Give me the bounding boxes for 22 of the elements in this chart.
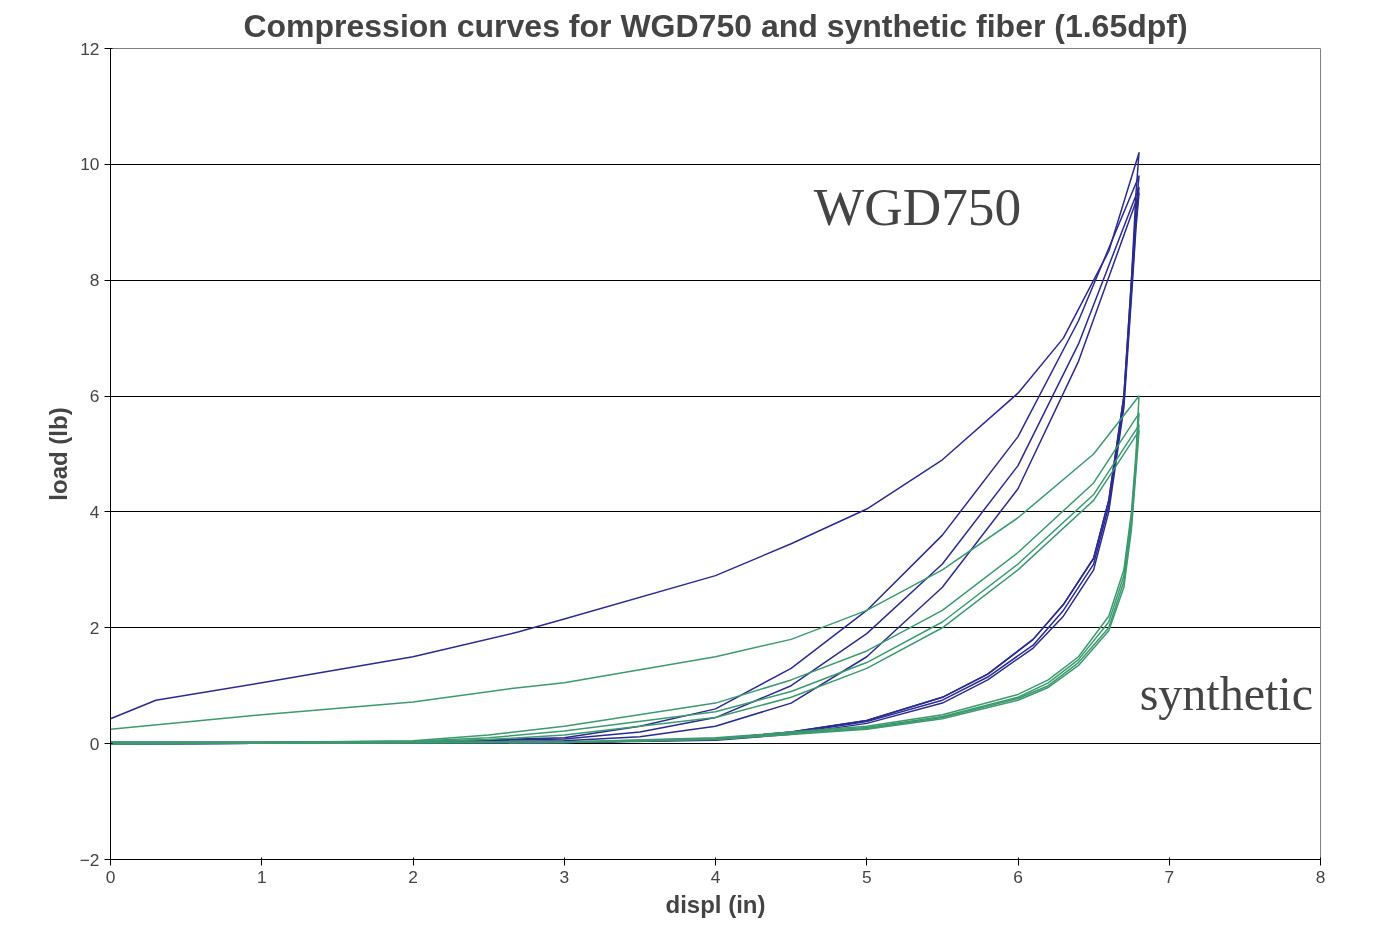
y-tick-label: 2 bbox=[89, 617, 100, 638]
y-tick-label: 0 bbox=[89, 733, 100, 754]
y-tick-label: 6 bbox=[89, 386, 100, 407]
annotation: WGD750 bbox=[813, 176, 1022, 237]
y-tick-label: 8 bbox=[89, 270, 100, 291]
y-axis-title: load (lb) bbox=[44, 407, 72, 501]
y-tick-label: −2 bbox=[79, 849, 100, 870]
x-axis-title: displ (in) bbox=[665, 890, 766, 918]
chart-title: Compression curves for WGD750 and synthetic fiber (1.65dpf) bbox=[243, 7, 1188, 44]
x-tick-label: 3 bbox=[559, 866, 570, 887]
y-tick-label: 4 bbox=[89, 501, 100, 522]
x-tick-label: 2 bbox=[408, 866, 418, 887]
x-tick-label: 8 bbox=[1315, 866, 1326, 887]
x-tick-label: 6 bbox=[1013, 866, 1023, 887]
annotation: synthetic bbox=[1139, 667, 1313, 721]
x-tick-label: 7 bbox=[1164, 866, 1175, 887]
y-tick-label: 10 bbox=[80, 154, 100, 175]
x-tick-label: 1 bbox=[256, 866, 267, 887]
y-tick-label: 12 bbox=[80, 38, 100, 59]
x-tick-label: 4 bbox=[710, 866, 721, 887]
x-tick-label: 0 bbox=[105, 866, 116, 887]
x-tick-label: 5 bbox=[861, 866, 872, 887]
